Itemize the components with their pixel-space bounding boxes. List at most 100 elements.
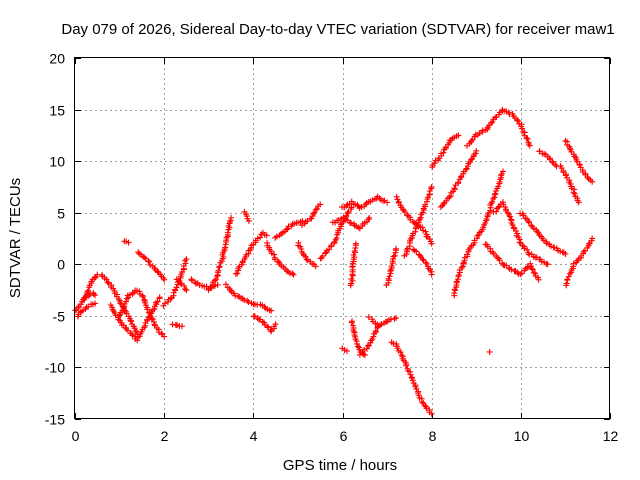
data-point: [571, 153, 578, 160]
data-point: [401, 208, 408, 215]
y-tick-label: 15: [49, 103, 65, 119]
data-point: [289, 270, 296, 277]
data-point: [263, 232, 270, 239]
data-point: [222, 281, 229, 288]
data-point: [363, 345, 370, 352]
x-axis-tick-labels: 0 2 4 6 8 10 12: [72, 428, 619, 444]
data-point: [136, 288, 143, 295]
data-point: [370, 333, 377, 340]
data-point: [141, 254, 148, 261]
data-point: [245, 299, 252, 306]
data-point: [75, 304, 82, 311]
data-point: [525, 263, 532, 270]
data-point: [77, 301, 84, 308]
data-point: [134, 337, 141, 344]
data-point: [506, 213, 513, 220]
data-point: [215, 267, 222, 274]
data-point: [311, 209, 318, 216]
y-tick-label: -5: [53, 309, 66, 325]
data-point: [388, 262, 395, 269]
data-point: [419, 224, 426, 231]
data-point: [234, 270, 241, 277]
data-point: [455, 132, 462, 139]
data-point: [317, 201, 324, 208]
data-point: [387, 267, 394, 274]
data-point: [147, 262, 154, 269]
data-point: [580, 248, 587, 255]
data-point: [523, 135, 530, 142]
data-point: [524, 246, 531, 253]
data-point: [344, 210, 351, 217]
data-point: [498, 171, 505, 178]
x-tick-label: 4: [250, 428, 258, 444]
x-tick-label: 8: [429, 428, 437, 444]
data-point: [462, 166, 469, 173]
data-point: [535, 276, 542, 283]
y-tick-label: 5: [57, 206, 65, 222]
data-point: [290, 271, 297, 278]
data-point: [319, 252, 326, 259]
data-point: [460, 260, 467, 267]
data-point: [428, 410, 435, 417]
data-point: [486, 348, 493, 355]
data-point: [268, 307, 275, 314]
data-point: [440, 149, 447, 156]
data-point: [358, 203, 365, 210]
data-point: [351, 247, 358, 254]
data-point: [146, 258, 153, 265]
data-point: [372, 328, 379, 335]
data-point: [489, 198, 496, 205]
data-point: [519, 125, 526, 132]
data-point: [464, 251, 471, 258]
data-point: [564, 276, 571, 283]
data-point: [492, 187, 499, 194]
data-point: [312, 206, 319, 213]
data-point: [532, 270, 539, 277]
data-point: [489, 119, 496, 126]
data-point: [455, 271, 462, 278]
data-point: [155, 329, 162, 336]
data-point: [496, 257, 503, 264]
data-point: [145, 257, 152, 264]
data-point: [516, 239, 523, 246]
data-point: [403, 246, 410, 253]
x-tick-label: 0: [72, 428, 80, 444]
data-point: [451, 185, 458, 192]
data-point: [214, 281, 221, 288]
data-point: [384, 199, 391, 206]
data-point: [241, 297, 248, 304]
plot-frame: [74, 57, 610, 419]
data-point: [125, 239, 132, 246]
data-point: [426, 188, 433, 195]
data-point: [283, 226, 290, 233]
data-point: [526, 142, 533, 149]
x-tick-label: 2: [161, 428, 169, 444]
data-point: [407, 371, 414, 378]
data-point: [272, 321, 279, 328]
data-point: [428, 240, 435, 247]
data-point: [517, 271, 524, 278]
data-point: [570, 189, 577, 196]
data-point: [491, 191, 498, 198]
data-point: [343, 347, 350, 354]
data-point: [92, 300, 99, 307]
data-point: [407, 235, 414, 242]
data-point: [313, 205, 320, 212]
data-point: [549, 158, 556, 165]
data-point: [496, 178, 503, 185]
x-tick-label: 6: [340, 428, 348, 444]
data-point: [431, 160, 438, 167]
data-point: [179, 323, 185, 330]
data-point: [192, 279, 199, 286]
data-point: [528, 222, 535, 229]
data-point: [353, 340, 360, 347]
data-point: [483, 216, 490, 223]
data-point: [422, 201, 429, 208]
data-point: [109, 306, 116, 313]
data-point: [273, 233, 280, 240]
data-point: [500, 168, 506, 175]
data-point: [562, 250, 569, 257]
data-point: [244, 297, 251, 304]
data-point: [364, 343, 371, 350]
